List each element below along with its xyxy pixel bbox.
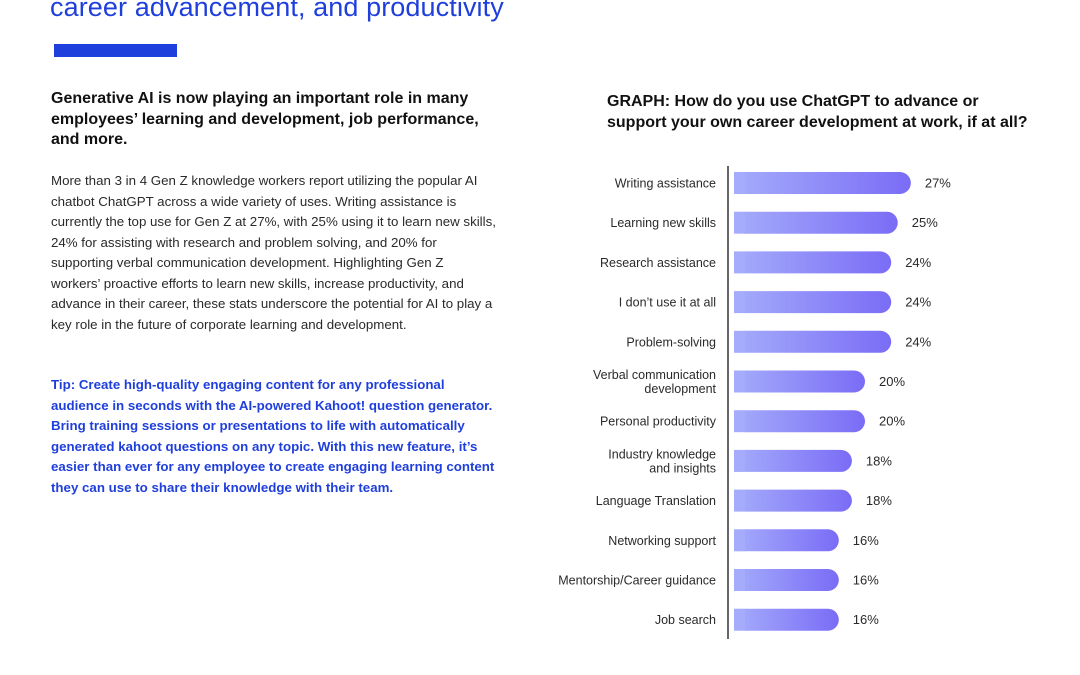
chart-value-label: 18% — [866, 493, 892, 508]
chart-value-label: 16% — [853, 573, 879, 588]
chart-category-label: Learning new skills — [610, 216, 716, 230]
chart-value-label: 20% — [879, 374, 905, 389]
chart-bar — [734, 569, 839, 591]
chart-category-label: Research assistance — [600, 256, 716, 270]
chart-category-label: I don’t use it at all — [619, 296, 716, 310]
chart-category-label: Networking support — [608, 534, 716, 548]
accent-bar — [54, 44, 177, 57]
chart-title: GRAPH: How do you use ChatGPT to advance… — [607, 93, 1028, 131]
chart-category-label: Problem-solving — [626, 335, 716, 349]
chart-bar-base — [734, 449, 745, 472]
chart-bar — [734, 291, 892, 314]
chart-value-label: 24% — [905, 334, 931, 349]
chart-bar-base — [734, 529, 745, 552]
chart-bar — [734, 370, 865, 393]
chart-bar — [734, 211, 898, 234]
chart-bar — [734, 529, 839, 552]
chart-value-label: 25% — [912, 215, 938, 230]
chart-category-label: Writing assistance — [615, 177, 716, 191]
chart-value-label: 27% — [925, 176, 951, 191]
chart-value-label: 24% — [905, 295, 931, 310]
page-top-title: career advancement, and productivity — [50, 0, 504, 22]
chart-bar-base — [734, 489, 745, 512]
body-paragraph: More than 3 in 4 Gen Z knowledge workers… — [51, 173, 496, 332]
chart-bar-base — [734, 330, 745, 353]
chart-bar — [734, 410, 865, 433]
chart-category-label: Mentorship/Career guidance — [558, 574, 716, 588]
bar-chart: 27% Writing assistance 25% Learning new ski… — [558, 166, 951, 639]
chart-category-label: Verbal communication development — [593, 368, 717, 396]
chart-bar-base — [734, 211, 745, 234]
chart-category-label: Personal productivity — [600, 415, 717, 429]
chart-bar — [734, 172, 911, 194]
chart-value-label: 20% — [879, 414, 905, 429]
section-heading: Generative AI is now playing an importan… — [51, 90, 479, 148]
chart-bar-base — [734, 410, 745, 433]
chart-bar-base — [734, 569, 745, 591]
chart-bar — [734, 608, 839, 631]
chart-bar — [734, 251, 892, 274]
chart-value-label: 18% — [866, 453, 892, 468]
chart-bar-base — [734, 370, 745, 393]
chart-value-label: 16% — [853, 612, 879, 627]
chart-bar — [734, 449, 852, 472]
tip-paragraph: Tip: Create high-quality engaging conten… — [51, 377, 495, 495]
chart-category-label: Job search — [655, 613, 716, 627]
chart-value-label: 16% — [853, 533, 879, 548]
chart-bar-base — [734, 251, 745, 274]
chart-bar — [734, 330, 892, 353]
chart-category-label: Language Translation — [596, 494, 716, 508]
chart-bar-base — [734, 291, 745, 314]
chart-value-label: 24% — [905, 255, 931, 270]
chart-bar-base — [734, 172, 745, 194]
chart-bar-base — [734, 608, 745, 631]
chart-category-label: Industry knowledge and insights — [608, 447, 716, 475]
chart-bar — [734, 489, 852, 512]
